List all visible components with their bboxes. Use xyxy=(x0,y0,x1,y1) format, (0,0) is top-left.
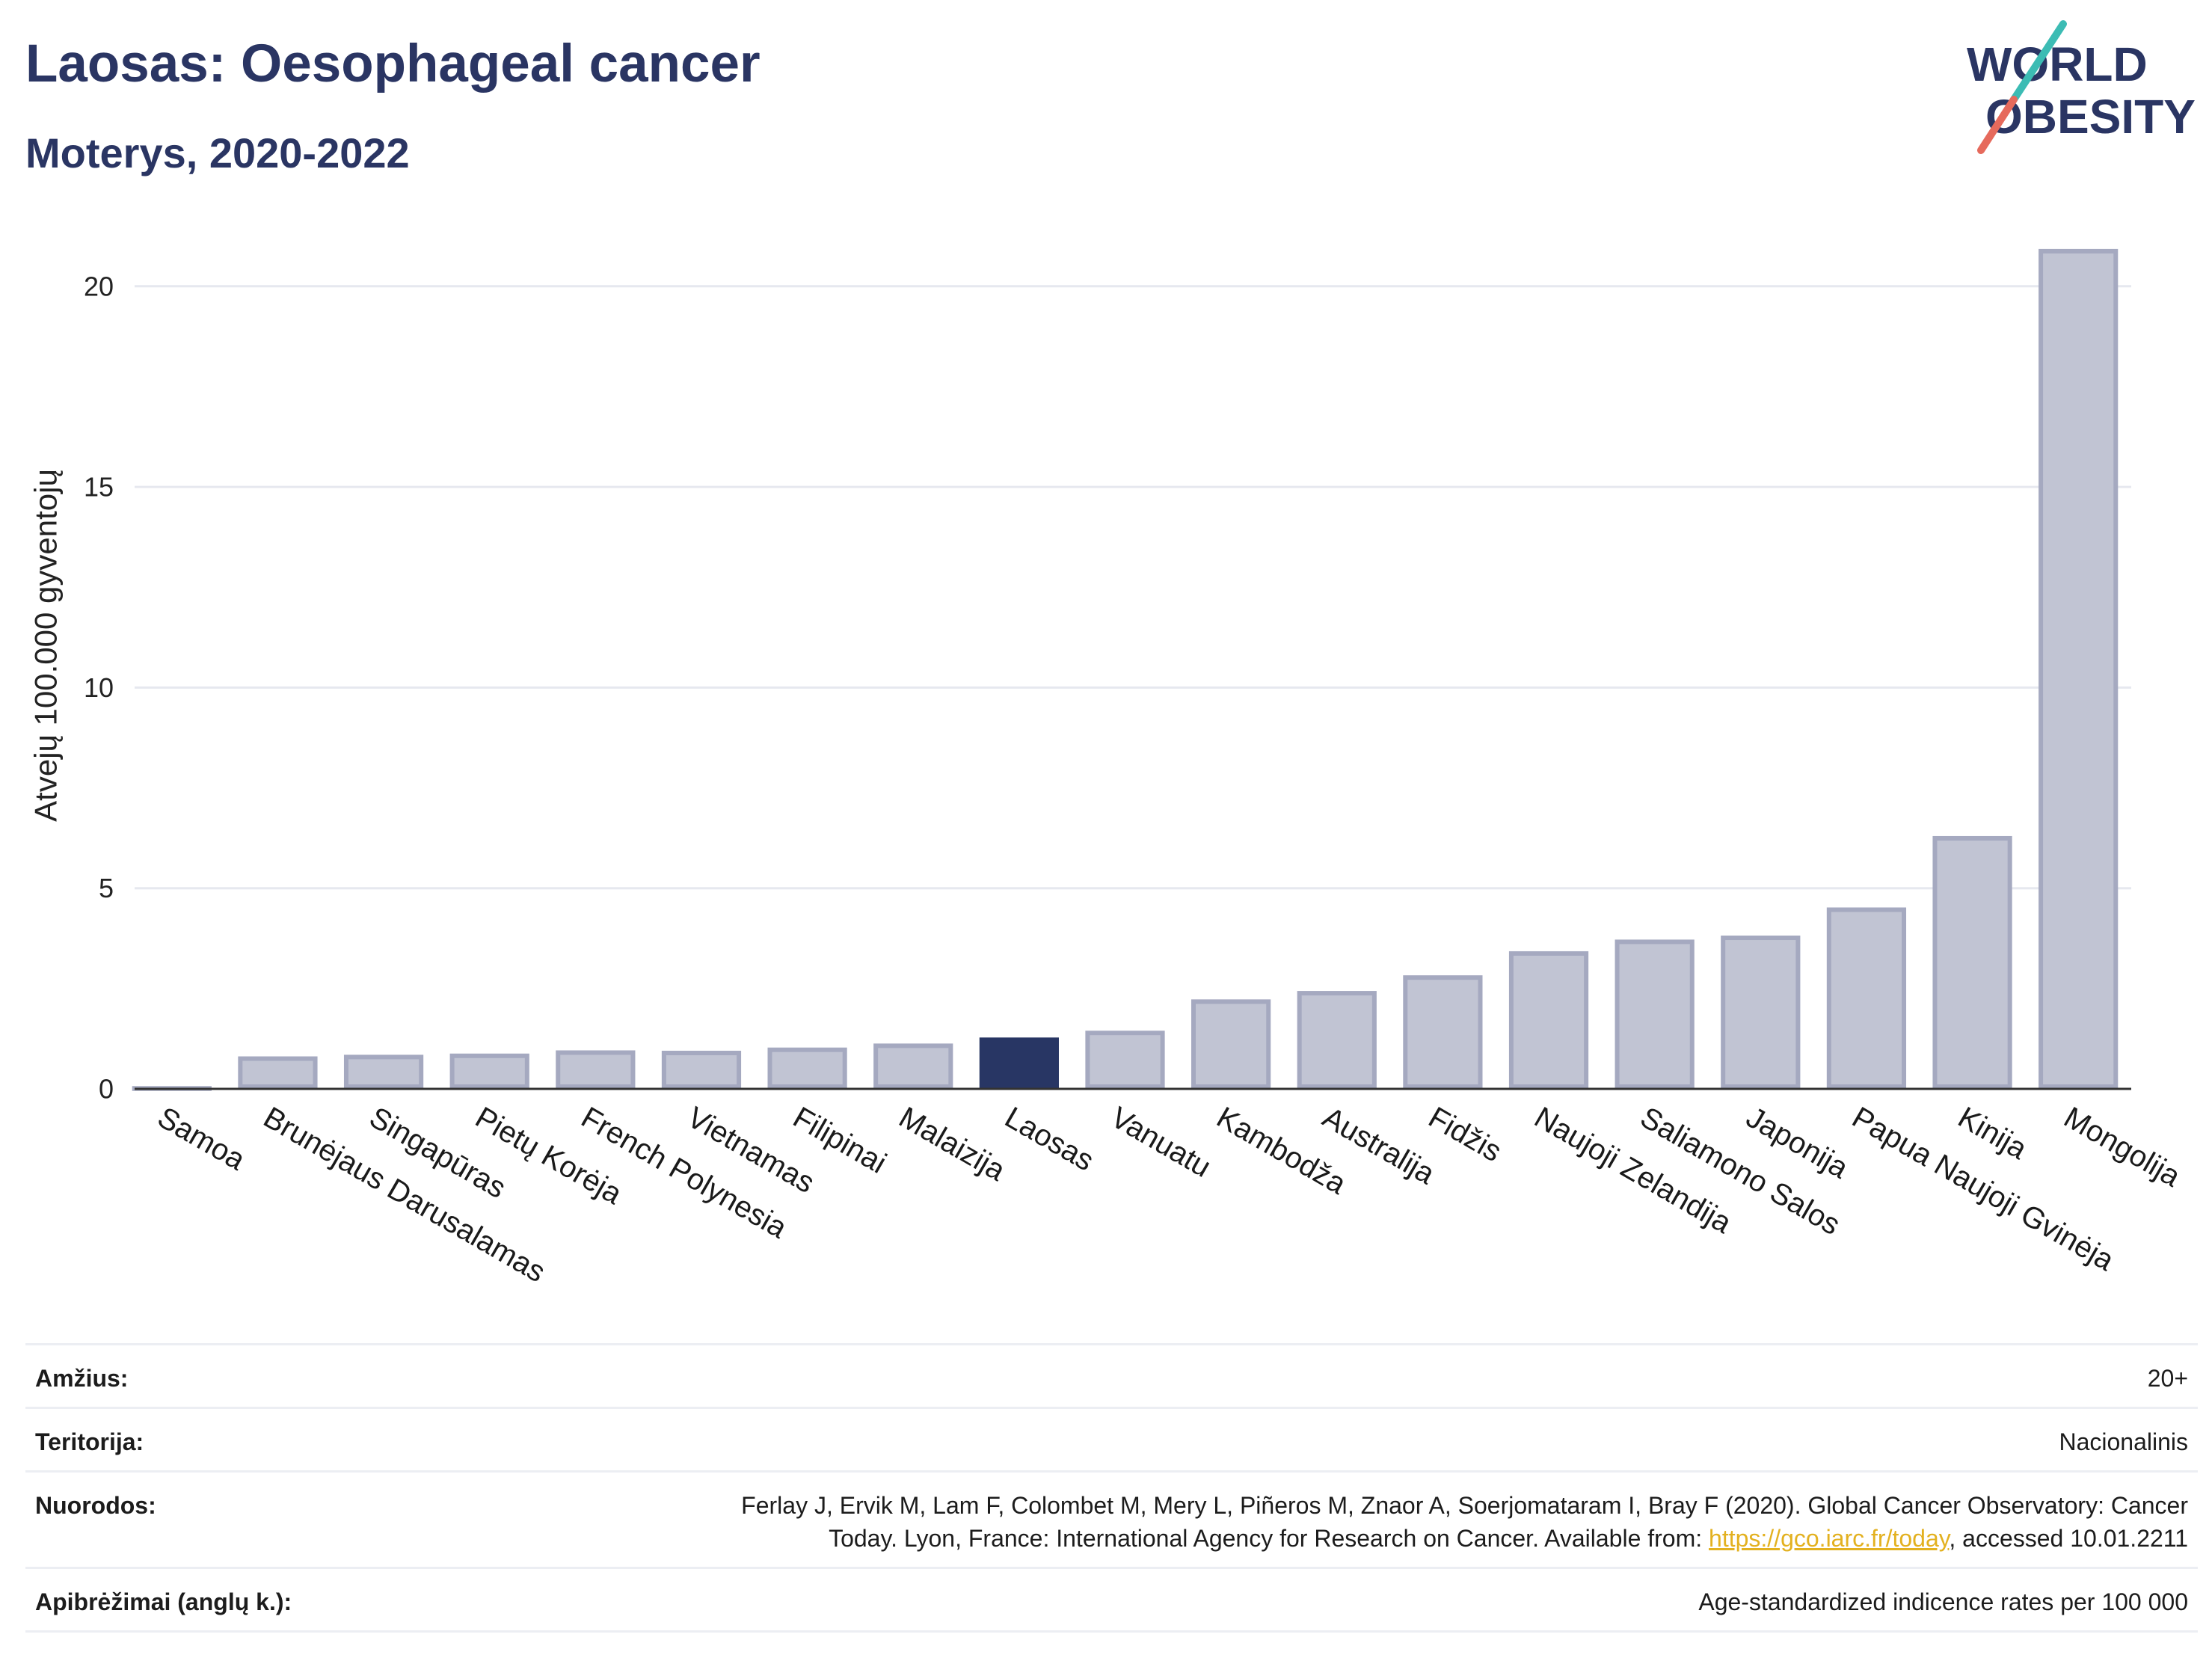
chart-title: Laosas: Oesophageal cancer xyxy=(25,34,761,93)
info-row-territory: Teritorija: Nacionalinis xyxy=(25,1407,2198,1470)
y-tick-label: 0 xyxy=(99,1074,114,1105)
reference-line-2-text: Today. Lyon, France: International Agenc… xyxy=(829,1525,1709,1552)
info-value-definitions: Age-standardized indicence rates per 100… xyxy=(1698,1588,2188,1615)
reference-line-1: Ferlay J, Ervik M, Lam F, Colombet M, Me… xyxy=(741,1492,2188,1519)
x-tick-labels: Samoa Brunėjaus DarusalamasSingapūrasPiet… xyxy=(152,1101,2186,1289)
bar-chart: Atvejų 100.000 gyventojų 0 5 10 15 20 Samoa Br… xyxy=(28,248,2187,1289)
chart-subtitle: Moterys, 2020-2022 xyxy=(25,129,410,176)
bar-french-polynesia xyxy=(556,1050,636,1090)
bar-vietnamas xyxy=(661,1051,742,1089)
gridlines xyxy=(135,285,2131,890)
logo-text-world: WORLD xyxy=(1967,37,2148,91)
bar-fidzis xyxy=(1403,975,1483,1090)
bar-singapuras xyxy=(343,1054,424,1090)
logo-slash-icon xyxy=(1977,20,2067,154)
bar-brunejaus-darusalamas xyxy=(238,1056,318,1089)
bar-australija xyxy=(1297,991,1377,1089)
y-tick-label: 5 xyxy=(99,873,114,903)
x-tick-label-malaizija: Malaizija xyxy=(894,1101,1011,1188)
x-tick-label-mongolija: Mongolija xyxy=(2059,1101,2187,1194)
bar-laosas xyxy=(979,1037,1059,1089)
reference-link[interactable]: https://gco.iarc.fr/today xyxy=(1709,1525,1950,1552)
info-label-territory: Teritorija: xyxy=(35,1428,144,1455)
info-row-references: Nuorodos: Ferlay J, Ervik M, Lam F, Colo… xyxy=(25,1470,2198,1567)
y-tick-label: 20 xyxy=(84,271,114,301)
bar-saliamono-salos xyxy=(1615,939,1695,1089)
x-tick-label-laosas: Laosas xyxy=(999,1101,1099,1178)
info-label-age: Amžius: xyxy=(35,1365,129,1392)
bar-japonija xyxy=(1721,936,1801,1089)
y-tick-label: 15 xyxy=(84,472,114,503)
bars xyxy=(132,248,2119,1091)
info-value-age: 20+ xyxy=(2147,1365,2188,1392)
bar-mongolija xyxy=(2039,248,2119,1089)
info-label-definitions: Apibrėžimai (anglų k.): xyxy=(35,1588,292,1615)
bar-filipinai xyxy=(767,1047,847,1090)
logo-slash-coral xyxy=(1977,96,2018,154)
y-axis-label: Atvejų 100.000 gyventojų xyxy=(28,469,64,822)
x-tick-label-samoa: Samoa xyxy=(152,1101,251,1177)
info-row-definitions: Apibrėžimai (anglų k.): Age-standardized… xyxy=(25,1567,2198,1633)
reference-line-2-tail: , accessed 10.01.2211 xyxy=(1949,1525,2188,1552)
reference-line-2: Today. Lyon, France: International Agenc… xyxy=(741,1522,2188,1555)
x-tick-label-vanuatu: Vanuatu xyxy=(1105,1101,1216,1184)
info-value-references: Ferlay J, Ervik M, Lam F, Colombet M, Me… xyxy=(741,1489,2188,1555)
bar-papua-naujoji-gvineja xyxy=(1826,907,1907,1089)
logo-text-obesity: OBESITY xyxy=(1985,90,2196,144)
bar-naujoji-zelandija xyxy=(1508,951,1589,1089)
info-label-references: Nuorodos: xyxy=(35,1492,156,1519)
x-tick-label-fidzis: Fidžis xyxy=(1423,1101,1507,1168)
bar-pietu-koreja xyxy=(449,1053,529,1089)
bar-vanuatu xyxy=(1085,1031,1165,1089)
info-value-territory: Nacionalinis xyxy=(2059,1428,2188,1455)
bar-kinija xyxy=(1932,835,2012,1090)
logo-slash-teal xyxy=(2010,20,2067,103)
bar-kambodza xyxy=(1191,999,1271,1090)
y-tick-label: 10 xyxy=(84,672,114,703)
bar-malaizija xyxy=(873,1043,953,1090)
world-obesity-logo: WORLD OBESITY xyxy=(1959,20,2206,165)
x-tick-label-naujoji-zelandija: Naujoji Zelandija xyxy=(1529,1101,1738,1240)
info-table: Amžius: 20+ Teritorija: Nacionalinis Nuo… xyxy=(25,1343,2198,1633)
info-row-age: Amžius: 20+ xyxy=(25,1343,2198,1407)
x-tick-label-kinija: Kinija xyxy=(1953,1101,2033,1166)
